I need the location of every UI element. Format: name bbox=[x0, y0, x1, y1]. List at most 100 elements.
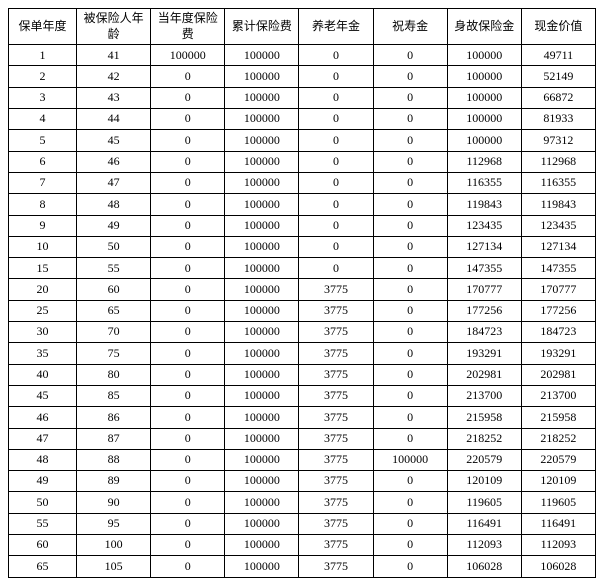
table-cell: 127134 bbox=[447, 236, 521, 257]
table-cell: 0 bbox=[373, 471, 447, 492]
table-cell: 193291 bbox=[447, 343, 521, 364]
table-cell: 60 bbox=[77, 279, 151, 300]
table-cell: 0 bbox=[373, 215, 447, 236]
table-cell: 106028 bbox=[447, 556, 521, 577]
table-cell: 100000 bbox=[225, 109, 299, 130]
col-header-birthday-benefit: 祝寿金 bbox=[373, 9, 447, 45]
table-cell: 100000 bbox=[447, 45, 521, 66]
table-cell: 80 bbox=[77, 364, 151, 385]
table-cell: 116491 bbox=[521, 513, 595, 534]
table-cell: 100000 bbox=[225, 172, 299, 193]
table-row: 3070010000037750184723184723 bbox=[9, 322, 596, 343]
table-cell: 0 bbox=[299, 236, 373, 257]
table-cell: 50 bbox=[77, 236, 151, 257]
table-cell: 193291 bbox=[521, 343, 595, 364]
table-cell: 0 bbox=[151, 556, 225, 577]
table-cell: 213700 bbox=[521, 385, 595, 406]
table-cell: 0 bbox=[299, 151, 373, 172]
table-cell: 42 bbox=[77, 66, 151, 87]
table-cell: 0 bbox=[299, 87, 373, 108]
table-cell: 90 bbox=[77, 492, 151, 513]
table-cell: 0 bbox=[151, 343, 225, 364]
table-row: 34301000000010000066872 bbox=[9, 87, 596, 108]
table-header-row: 保单年度 被保险人年龄 当年度保险费 累计保险费 养老年金 祝寿金 身故保险金 … bbox=[9, 9, 596, 45]
table-cell: 100000 bbox=[225, 428, 299, 449]
table-cell: 0 bbox=[151, 236, 225, 257]
table-cell: 123435 bbox=[447, 215, 521, 236]
table-cell: 0 bbox=[151, 66, 225, 87]
table-row: 4080010000037750202981202981 bbox=[9, 364, 596, 385]
table-cell: 3775 bbox=[299, 471, 373, 492]
table-cell: 30 bbox=[9, 322, 77, 343]
col-header-pension-annuity: 养老年金 bbox=[299, 9, 373, 45]
table-cell: 0 bbox=[373, 428, 447, 449]
table-cell: 47 bbox=[9, 428, 77, 449]
table-cell: 100000 bbox=[447, 66, 521, 87]
table-cell: 3775 bbox=[299, 322, 373, 343]
table-cell: 1 bbox=[9, 45, 77, 66]
table-cell: 170777 bbox=[521, 279, 595, 300]
table-row: 4686010000037750215958215958 bbox=[9, 407, 596, 428]
table-cell: 65 bbox=[77, 300, 151, 321]
table-row: 848010000000119843119843 bbox=[9, 194, 596, 215]
table-row: 24201000000010000052149 bbox=[9, 66, 596, 87]
table-cell: 147355 bbox=[521, 258, 595, 279]
table-cell: 0 bbox=[373, 322, 447, 343]
table-cell: 0 bbox=[151, 385, 225, 406]
table-cell: 100000 bbox=[225, 236, 299, 257]
table-cell: 119605 bbox=[521, 492, 595, 513]
table-cell: 0 bbox=[373, 151, 447, 172]
table-cell: 8 bbox=[9, 194, 77, 215]
table-cell: 220579 bbox=[447, 449, 521, 470]
table-cell: 119843 bbox=[447, 194, 521, 215]
col-header-cumulative-premium: 累计保险费 bbox=[225, 9, 299, 45]
table-cell: 0 bbox=[151, 258, 225, 279]
table-cell: 215958 bbox=[447, 407, 521, 428]
table-cell: 100000 bbox=[225, 151, 299, 172]
table-cell: 89 bbox=[77, 471, 151, 492]
table-cell: 100000 bbox=[447, 109, 521, 130]
table-cell: 0 bbox=[151, 407, 225, 428]
table-cell: 100000 bbox=[225, 513, 299, 534]
table-cell: 119843 bbox=[521, 194, 595, 215]
table-cell: 120109 bbox=[521, 471, 595, 492]
table-cell: 3775 bbox=[299, 385, 373, 406]
table-cell: 0 bbox=[299, 215, 373, 236]
table-cell: 0 bbox=[373, 172, 447, 193]
table-cell: 40 bbox=[9, 364, 77, 385]
table-cell: 44 bbox=[77, 109, 151, 130]
table-cell: 112968 bbox=[447, 151, 521, 172]
table-row: 949010000000123435123435 bbox=[9, 215, 596, 236]
table-cell: 184723 bbox=[521, 322, 595, 343]
table-cell: 49 bbox=[9, 471, 77, 492]
table-cell: 7 bbox=[9, 172, 77, 193]
table-cell: 3775 bbox=[299, 428, 373, 449]
table-cell: 65 bbox=[9, 556, 77, 577]
table-cell: 70 bbox=[77, 322, 151, 343]
table-cell: 100000 bbox=[225, 385, 299, 406]
table-cell: 0 bbox=[151, 492, 225, 513]
table-cell: 0 bbox=[373, 300, 447, 321]
table-cell: 0 bbox=[151, 194, 225, 215]
table-cell: 202981 bbox=[447, 364, 521, 385]
table-cell: 116491 bbox=[447, 513, 521, 534]
table-row: 3575010000037750193291193291 bbox=[9, 343, 596, 364]
table-cell: 0 bbox=[373, 513, 447, 534]
table-cell: 3775 bbox=[299, 279, 373, 300]
table-cell: 49 bbox=[77, 215, 151, 236]
table-cell: 184723 bbox=[447, 322, 521, 343]
table-cell: 0 bbox=[151, 151, 225, 172]
table-cell: 100000 bbox=[225, 130, 299, 151]
col-header-cash-value: 现金价值 bbox=[521, 9, 595, 45]
table-cell: 100000 bbox=[447, 87, 521, 108]
table-cell: 0 bbox=[373, 130, 447, 151]
table-cell: 100000 bbox=[373, 449, 447, 470]
table-cell: 0 bbox=[151, 449, 225, 470]
table-cell: 0 bbox=[373, 492, 447, 513]
table-cell: 3775 bbox=[299, 492, 373, 513]
table-cell: 55 bbox=[77, 258, 151, 279]
table-cell: 0 bbox=[299, 194, 373, 215]
table-cell: 100 bbox=[77, 535, 151, 556]
table-cell: 0 bbox=[151, 535, 225, 556]
col-header-insured-age: 被保险人年龄 bbox=[77, 9, 151, 45]
